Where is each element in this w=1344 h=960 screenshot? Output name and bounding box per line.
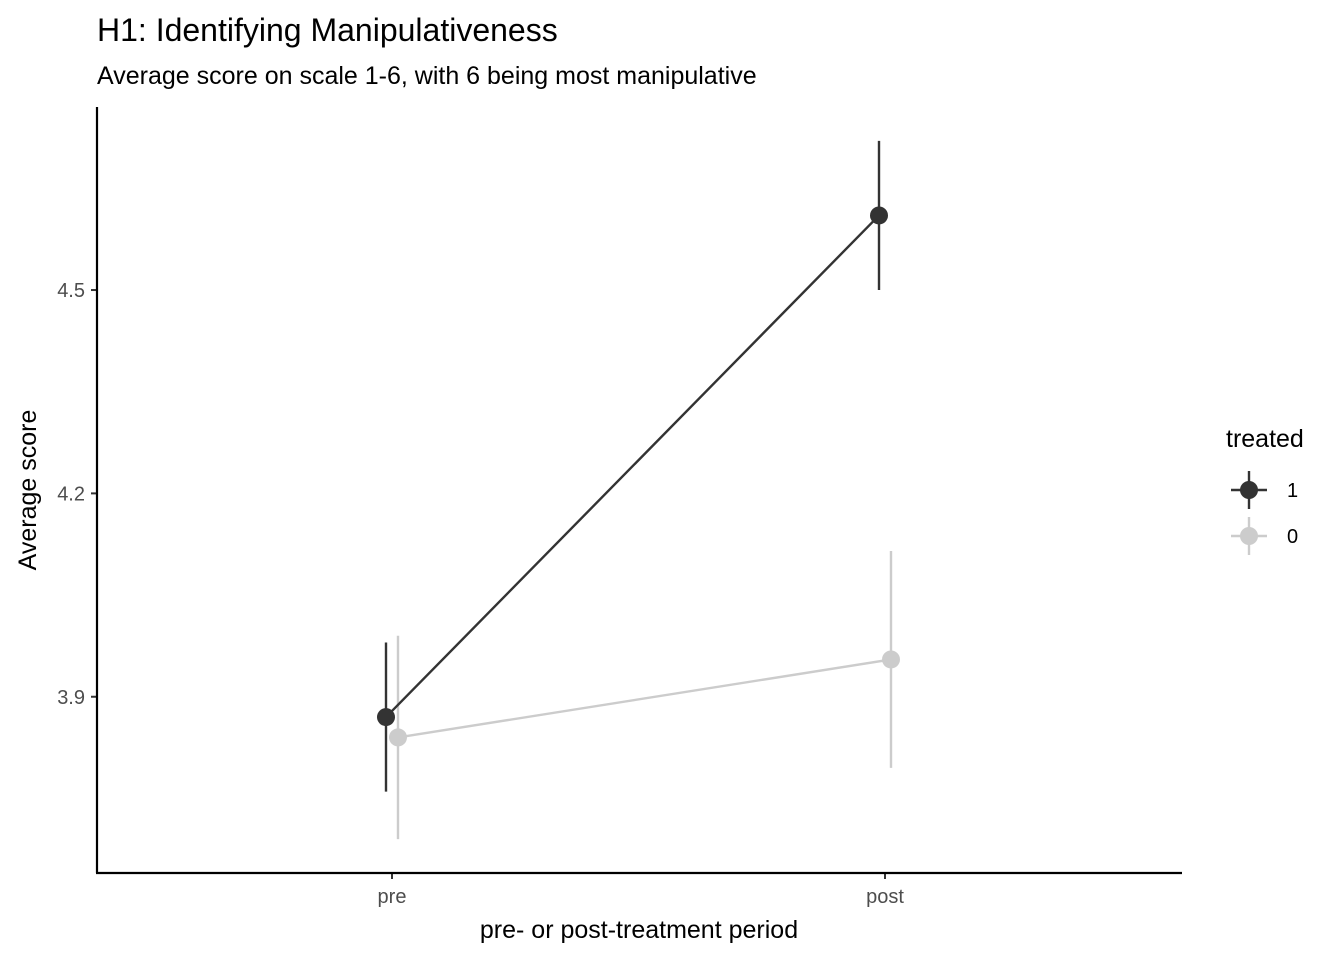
legend-key-point [1240,481,1258,499]
legend-item-1: 1 [1231,471,1298,509]
legend-item-0: 0 [1231,517,1298,555]
legend-title: treated [1226,425,1304,453]
legend-key-point [1240,527,1258,545]
y-tick-label: 4.2 [57,483,85,505]
series-line [397,658,892,739]
y-axis-title: Average score [14,410,42,571]
data-point [389,728,407,747]
data-point [882,650,900,669]
chart-title: H1: Identifying Manipulativeness [97,12,558,48]
x-tick-label: post [866,886,904,908]
chart-subtitle: Average score on scale 1-6, with 6 being… [97,62,757,90]
legend-items: 10 [1231,471,1298,555]
series-line [385,214,880,718]
legend-label: 1 [1287,480,1298,502]
series-0 [389,551,900,840]
data-point [377,708,395,727]
x-axis-ticks: pre post [378,873,904,908]
x-tick-label: pre [378,886,407,908]
x-axis-title: pre- or post-treatment period [480,916,798,944]
series-1 [377,140,888,792]
y-axis-ticks: 3.9 4.2 4.5 [57,280,97,709]
data-point [870,206,888,225]
plot-area [377,140,900,840]
legend: treated 10 [1226,425,1304,555]
legend-label: 0 [1287,526,1298,548]
y-tick-label: 4.5 [57,280,85,302]
y-tick-label: 3.9 [57,687,85,709]
